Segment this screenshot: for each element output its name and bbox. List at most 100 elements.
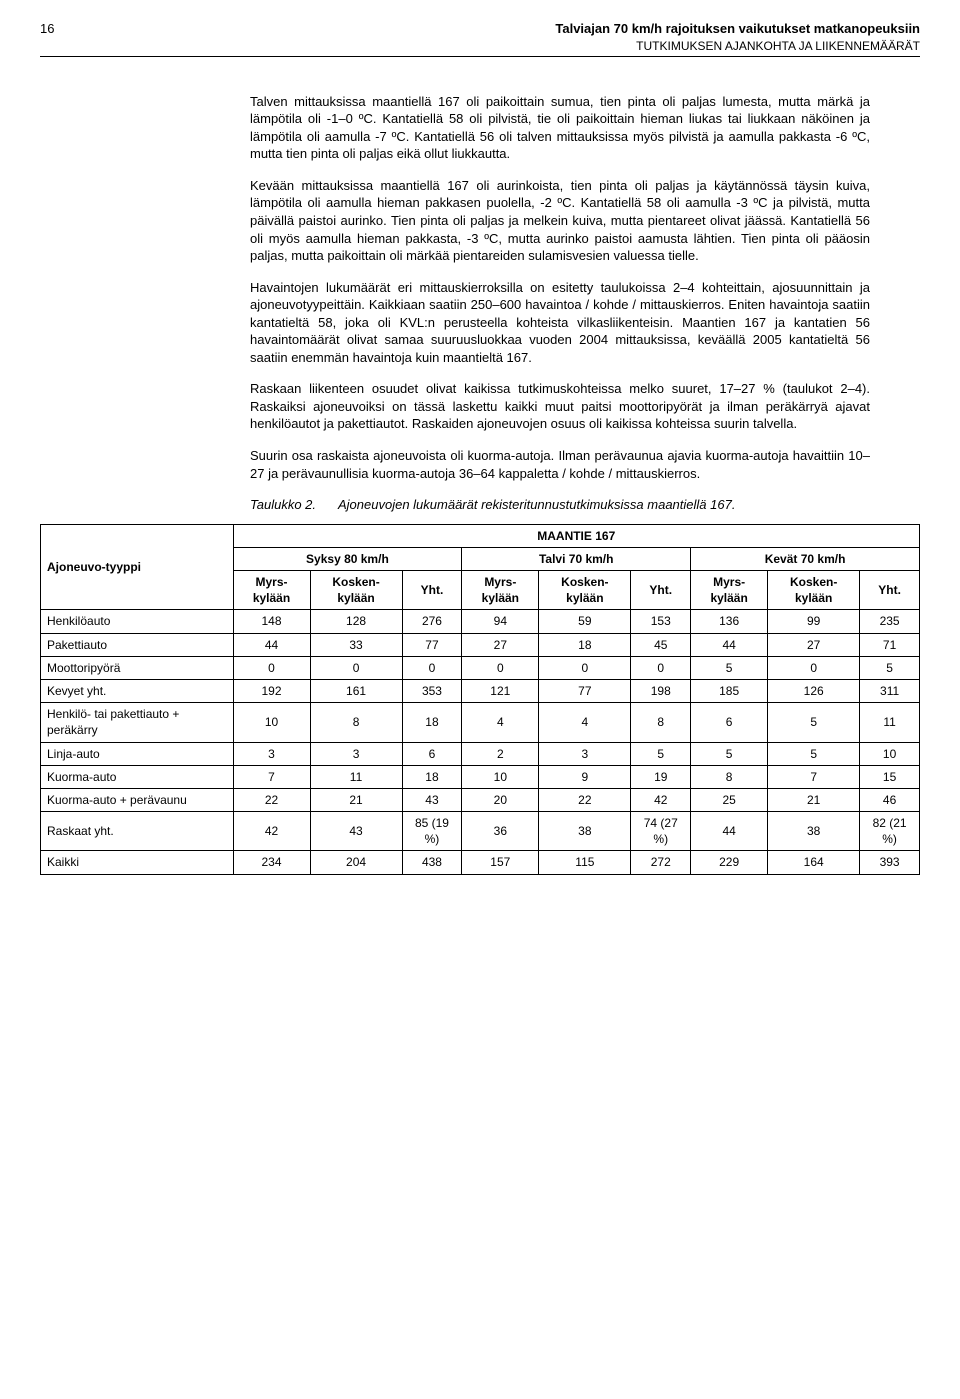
table-cell: 393	[860, 851, 920, 874]
table-cell: 85 (19 %)	[402, 812, 462, 851]
table-cell: 71	[860, 633, 920, 656]
subhead: Kosken-kylään	[310, 571, 402, 610]
table-cell: 45	[631, 633, 691, 656]
table-super-row: Ajoneuvo-tyyppi MAANTIE 167	[41, 524, 920, 547]
table-cell: 77	[402, 633, 462, 656]
table-cell: 0	[539, 656, 631, 679]
table-row: Moottoripyörä000000505	[41, 656, 920, 679]
row-head: Ajoneuvo-tyyppi	[41, 524, 234, 610]
table-cell: 5	[691, 742, 768, 765]
table-cell: 3	[539, 742, 631, 765]
table-cell: 192	[233, 679, 310, 702]
table-cell: 115	[539, 851, 631, 874]
table-cell: 18	[402, 765, 462, 788]
caption-label: Taulukko 2.	[250, 496, 338, 514]
table-cell: 15	[860, 765, 920, 788]
subhead: Myrs-kylään	[462, 571, 539, 610]
table-cell: 4	[539, 703, 631, 742]
table-row: Kevyet yht.19216135312177198185126311	[41, 679, 920, 702]
table-cell: 6	[691, 703, 768, 742]
table-cell: 0	[402, 656, 462, 679]
table-row: Raskaat yht.424385 (19 %)363874 (27 %)44…	[41, 812, 920, 851]
table-row: Henkilöauto148128276945915313699235	[41, 610, 920, 633]
header-right: Talviajan 70 km/h rajoituksen vaikutukse…	[555, 20, 920, 54]
table-cell: 42	[631, 788, 691, 811]
table-cell: 128	[310, 610, 402, 633]
table-cell: 0	[631, 656, 691, 679]
table-caption: Taulukko 2. Ajoneuvojen lukumäärät rekis…	[250, 496, 870, 514]
table-cell: 77	[539, 679, 631, 702]
table-cell: 0	[310, 656, 402, 679]
table-cell: 0	[768, 656, 860, 679]
paragraph-2: Kevään mittauksissa maantiellä 167 oli a…	[250, 177, 870, 265]
table-cell: 38	[539, 812, 631, 851]
table-cell: 235	[860, 610, 920, 633]
row-label: Moottoripyörä	[41, 656, 234, 679]
table-cell: 22	[539, 788, 631, 811]
table-super-title: MAANTIE 167	[233, 524, 919, 547]
table-row: Linja-auto3362355510	[41, 742, 920, 765]
table-cell: 27	[768, 633, 860, 656]
table-cell: 11	[860, 703, 920, 742]
data-table: Ajoneuvo-tyyppi MAANTIE 167 Syksy 80 km/…	[40, 524, 920, 875]
table-cell: 27	[462, 633, 539, 656]
table-cell: 3	[233, 742, 310, 765]
table-row: Kuorma-auto71118109198715	[41, 765, 920, 788]
table-cell: 10	[462, 765, 539, 788]
table-cell: 82 (21 %)	[860, 812, 920, 851]
table-cell: 44	[691, 812, 768, 851]
subhead: Yht.	[631, 571, 691, 610]
row-label: Pakettiauto	[41, 633, 234, 656]
table-cell: 5	[631, 742, 691, 765]
body-text: Talven mittauksissa maantiellä 167 oli p…	[250, 93, 870, 482]
subhead: Kosken-kylään	[768, 571, 860, 610]
table-cell: 9	[539, 765, 631, 788]
table-cell: 21	[310, 788, 402, 811]
table-row: Pakettiauto443377271845442771	[41, 633, 920, 656]
table-cell: 5	[768, 742, 860, 765]
table-row: Kaikki234204438157115272229164393	[41, 851, 920, 874]
table-cell: 74 (27 %)	[631, 812, 691, 851]
table-cell: 7	[233, 765, 310, 788]
row-label: Kevyet yht.	[41, 679, 234, 702]
paragraph-4: Raskaan liikenteen osuudet olivat kaikis…	[250, 380, 870, 433]
table-cell: 121	[462, 679, 539, 702]
table-cell: 272	[631, 851, 691, 874]
table-cell: 3	[310, 742, 402, 765]
table-cell: 148	[233, 610, 310, 633]
table-cell: 21	[768, 788, 860, 811]
table-cell: 276	[402, 610, 462, 633]
row-label: Kaikki	[41, 851, 234, 874]
subhead: Myrs-kylään	[691, 571, 768, 610]
row-label: Kuorma-auto + perävaunu	[41, 788, 234, 811]
table-cell: 353	[402, 679, 462, 702]
page-number: 16	[40, 20, 54, 38]
table-cell: 157	[462, 851, 539, 874]
subhead: Yht.	[402, 571, 462, 610]
table-cell: 6	[402, 742, 462, 765]
row-label: Henkilö- tai pakettiauto + peräkärry	[41, 703, 234, 742]
table-cell: 5	[768, 703, 860, 742]
table-cell: 136	[691, 610, 768, 633]
table-cell: 0	[233, 656, 310, 679]
row-label: Kuorma-auto	[41, 765, 234, 788]
table-cell: 5	[691, 656, 768, 679]
paragraph-3: Havaintojen lukumäärät eri mittauskierro…	[250, 279, 870, 367]
table-cell: 43	[310, 812, 402, 851]
subhead: Yht.	[860, 571, 920, 610]
table-cell: 311	[860, 679, 920, 702]
table-cell: 99	[768, 610, 860, 633]
table-cell: 164	[768, 851, 860, 874]
header-subtitle: TUTKIMUKSEN AJANKOHTA JA LIIKENNEMÄÄRÄT	[555, 38, 920, 54]
table-cell: 44	[691, 633, 768, 656]
table-cell: 8	[691, 765, 768, 788]
table-cell: 18	[402, 703, 462, 742]
table-cell: 198	[631, 679, 691, 702]
table-cell: 22	[233, 788, 310, 811]
table-cell: 153	[631, 610, 691, 633]
table-cell: 38	[768, 812, 860, 851]
table-cell: 8	[631, 703, 691, 742]
header-title: Talviajan 70 km/h rajoituksen vaikutukse…	[555, 20, 920, 38]
table-cell: 94	[462, 610, 539, 633]
row-label: Linja-auto	[41, 742, 234, 765]
